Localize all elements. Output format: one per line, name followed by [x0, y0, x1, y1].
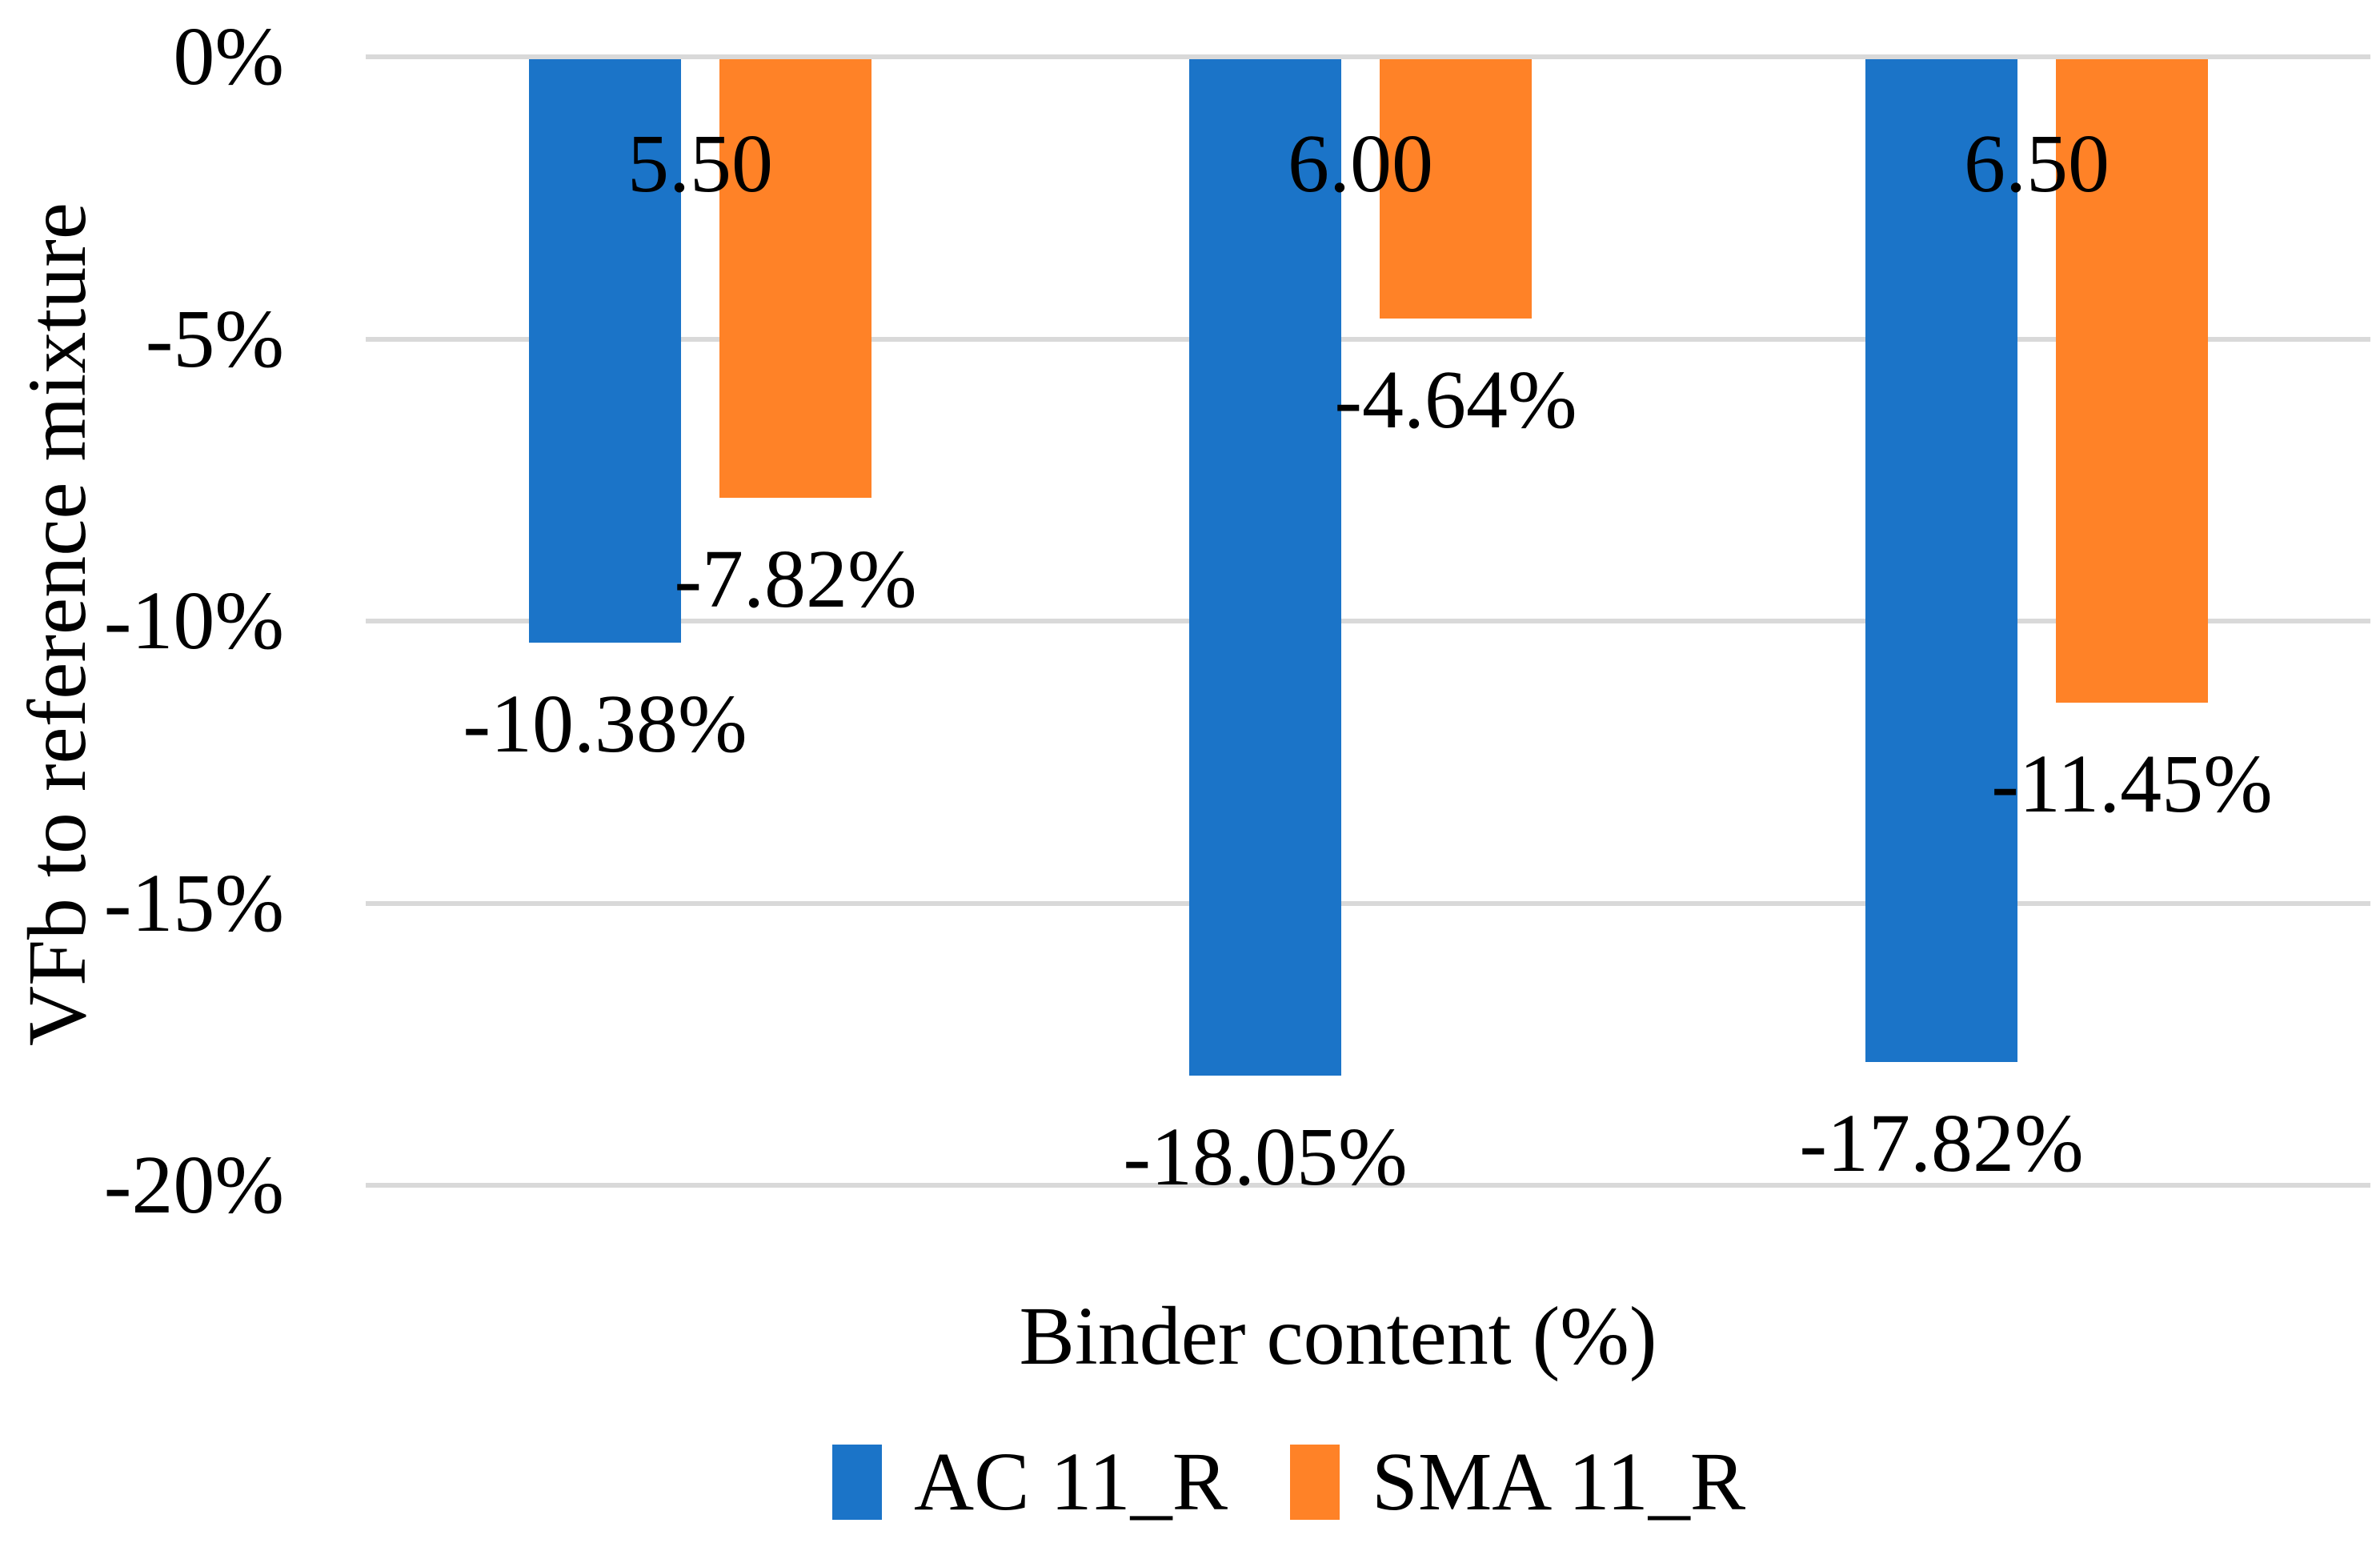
gridline-0 — [366, 54, 2370, 59]
legend-swatch-sma-11-r — [1289, 1445, 1340, 1520]
data-label-ac-11-r-5-50: -10.38% — [463, 677, 747, 770]
gridline-5 — [366, 336, 2370, 342]
y-tick-10: -10% — [103, 575, 284, 667]
legend-label-ac-11-r: AC 11_R — [914, 1436, 1228, 1528]
bar-sma-11-r-6-50 — [2056, 59, 2208, 703]
legend: AC 11_R SMA 11_R — [832, 1437, 1745, 1527]
bar-ac-11-r-6-50 — [1865, 59, 2017, 1063]
legend-item-sma-11-r: SMA 11_R — [1289, 1436, 1746, 1528]
y-tick-15: -15% — [103, 856, 284, 949]
category-label-6-50: 6.50 — [1964, 118, 2110, 210]
category-label-6-00: 6.00 — [1288, 118, 1433, 210]
x-axis-title: Binder content (%) — [1019, 1290, 1657, 1382]
gridline-10 — [366, 619, 2370, 623]
bar-sma-11-r-5-50 — [719, 59, 871, 499]
legend-label-sma-11-r: SMA 11_R — [1371, 1436, 1746, 1528]
data-label-ac-11-r-6-50: -17.82% — [1799, 1097, 2084, 1190]
bar-ac-11-r-5-50 — [529, 59, 681, 643]
y-tick-20: -20% — [103, 1139, 284, 1231]
data-label-sma-11-r-6-00: -4.64% — [1334, 354, 1577, 447]
y-tick-5: -5% — [145, 292, 284, 385]
y-tick-0: 0% — [173, 10, 284, 102]
data-label-ac-11-r-6-00: -18.05% — [1123, 1110, 1408, 1203]
legend-item-ac-11-r: AC 11_R — [832, 1437, 1228, 1527]
legend-swatch-ac-11-r — [832, 1445, 882, 1520]
gridline-15 — [366, 900, 2370, 906]
bar-sma-11-r-6-00 — [1380, 59, 1532, 319]
data-label-sma-11-r-5-50: -7.82% — [674, 533, 917, 626]
data-label-sma-11-r-6-50: -11.45% — [1991, 738, 2273, 831]
bar-ac-11-r-6-00 — [1189, 59, 1341, 1076]
category-label-5-50: 5.50 — [627, 118, 773, 210]
gridline-20 — [366, 1183, 2370, 1188]
